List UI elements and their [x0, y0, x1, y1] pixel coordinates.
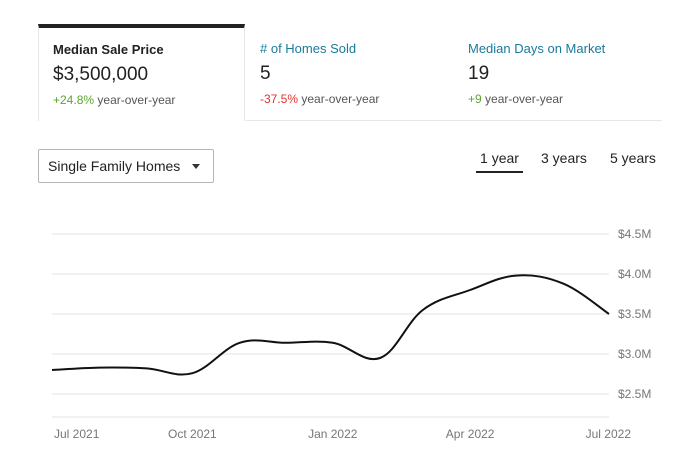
tab-change: -37.5% year-over-year [260, 92, 379, 106]
change-value: +24.8% [53, 93, 95, 107]
range-1-year[interactable]: 1 year [480, 150, 519, 166]
tab-median-days-on-market[interactable]: Median Days on Market 19 +9 year-over-ye… [454, 24, 662, 121]
y-tick-label: $3.0M [618, 347, 651, 361]
tab-label: Median Days on Market [468, 41, 606, 56]
x-tick-label: Jul 2021 [54, 427, 100, 441]
data-point[interactable] [279, 337, 291, 349]
property-type-selected: Single Family Homes [48, 158, 181, 174]
metric-tabs: Median Sale Price $3,500,000 +24.8% year… [38, 24, 662, 121]
range-3-years[interactable]: 3 years [541, 150, 587, 166]
data-point[interactable] [234, 337, 246, 349]
data-point[interactable] [464, 284, 476, 296]
data-point[interactable] [327, 337, 339, 349]
x-tick-label: Jul 2022 [586, 427, 632, 441]
data-point[interactable] [603, 308, 615, 320]
y-tick-label: $3.5M [618, 307, 651, 321]
property-type-dropdown[interactable]: Single Family Homes [38, 149, 214, 183]
tab-value: 5 [260, 63, 271, 84]
data-point[interactable] [186, 367, 198, 379]
tab-value: $3,500,000 [53, 64, 149, 85]
data-point[interactable] [557, 278, 569, 290]
y-tick-label: $4.5M [618, 227, 651, 241]
y-tick-label: $4.0M [618, 267, 651, 281]
x-tick-label: Apr 2022 [446, 427, 495, 441]
tab-median-sale-price[interactable]: Median Sale Price $3,500,000 +24.8% year… [38, 24, 245, 121]
range-5-years[interactable]: 5 years [610, 150, 656, 166]
tab-homes-sold[interactable]: # of Homes Sold 5 -37.5% year-over-year [246, 24, 454, 121]
active-range-underline [476, 171, 523, 173]
data-point[interactable] [374, 352, 386, 364]
data-point[interactable] [141, 362, 153, 374]
tab-value: 19 [468, 63, 490, 84]
change-value: -37.5% [260, 92, 299, 106]
change-suffix: year-over-year [485, 92, 564, 106]
change-suffix: year-over-year [301, 92, 380, 106]
y-tick-label: $2.5M [618, 387, 651, 401]
data-point[interactable] [510, 270, 522, 282]
data-point[interactable] [417, 304, 429, 316]
x-tick-label: Oct 2021 [168, 427, 217, 441]
tab-label: Median Sale Price [53, 42, 164, 57]
x-tick-label: Jan 2022 [308, 427, 358, 441]
change-suffix: year-over-year [97, 93, 176, 107]
tab-label: # of Homes Sold [260, 41, 357, 56]
data-point[interactable] [93, 362, 105, 374]
price-series-line [51, 274, 610, 376]
change-value: +9 [468, 92, 482, 106]
tab-change: +24.8% year-over-year [53, 93, 175, 107]
tab-change: +9 year-over-year [468, 92, 563, 106]
data-point[interactable] [46, 364, 58, 376]
caret-down-icon [192, 164, 200, 169]
